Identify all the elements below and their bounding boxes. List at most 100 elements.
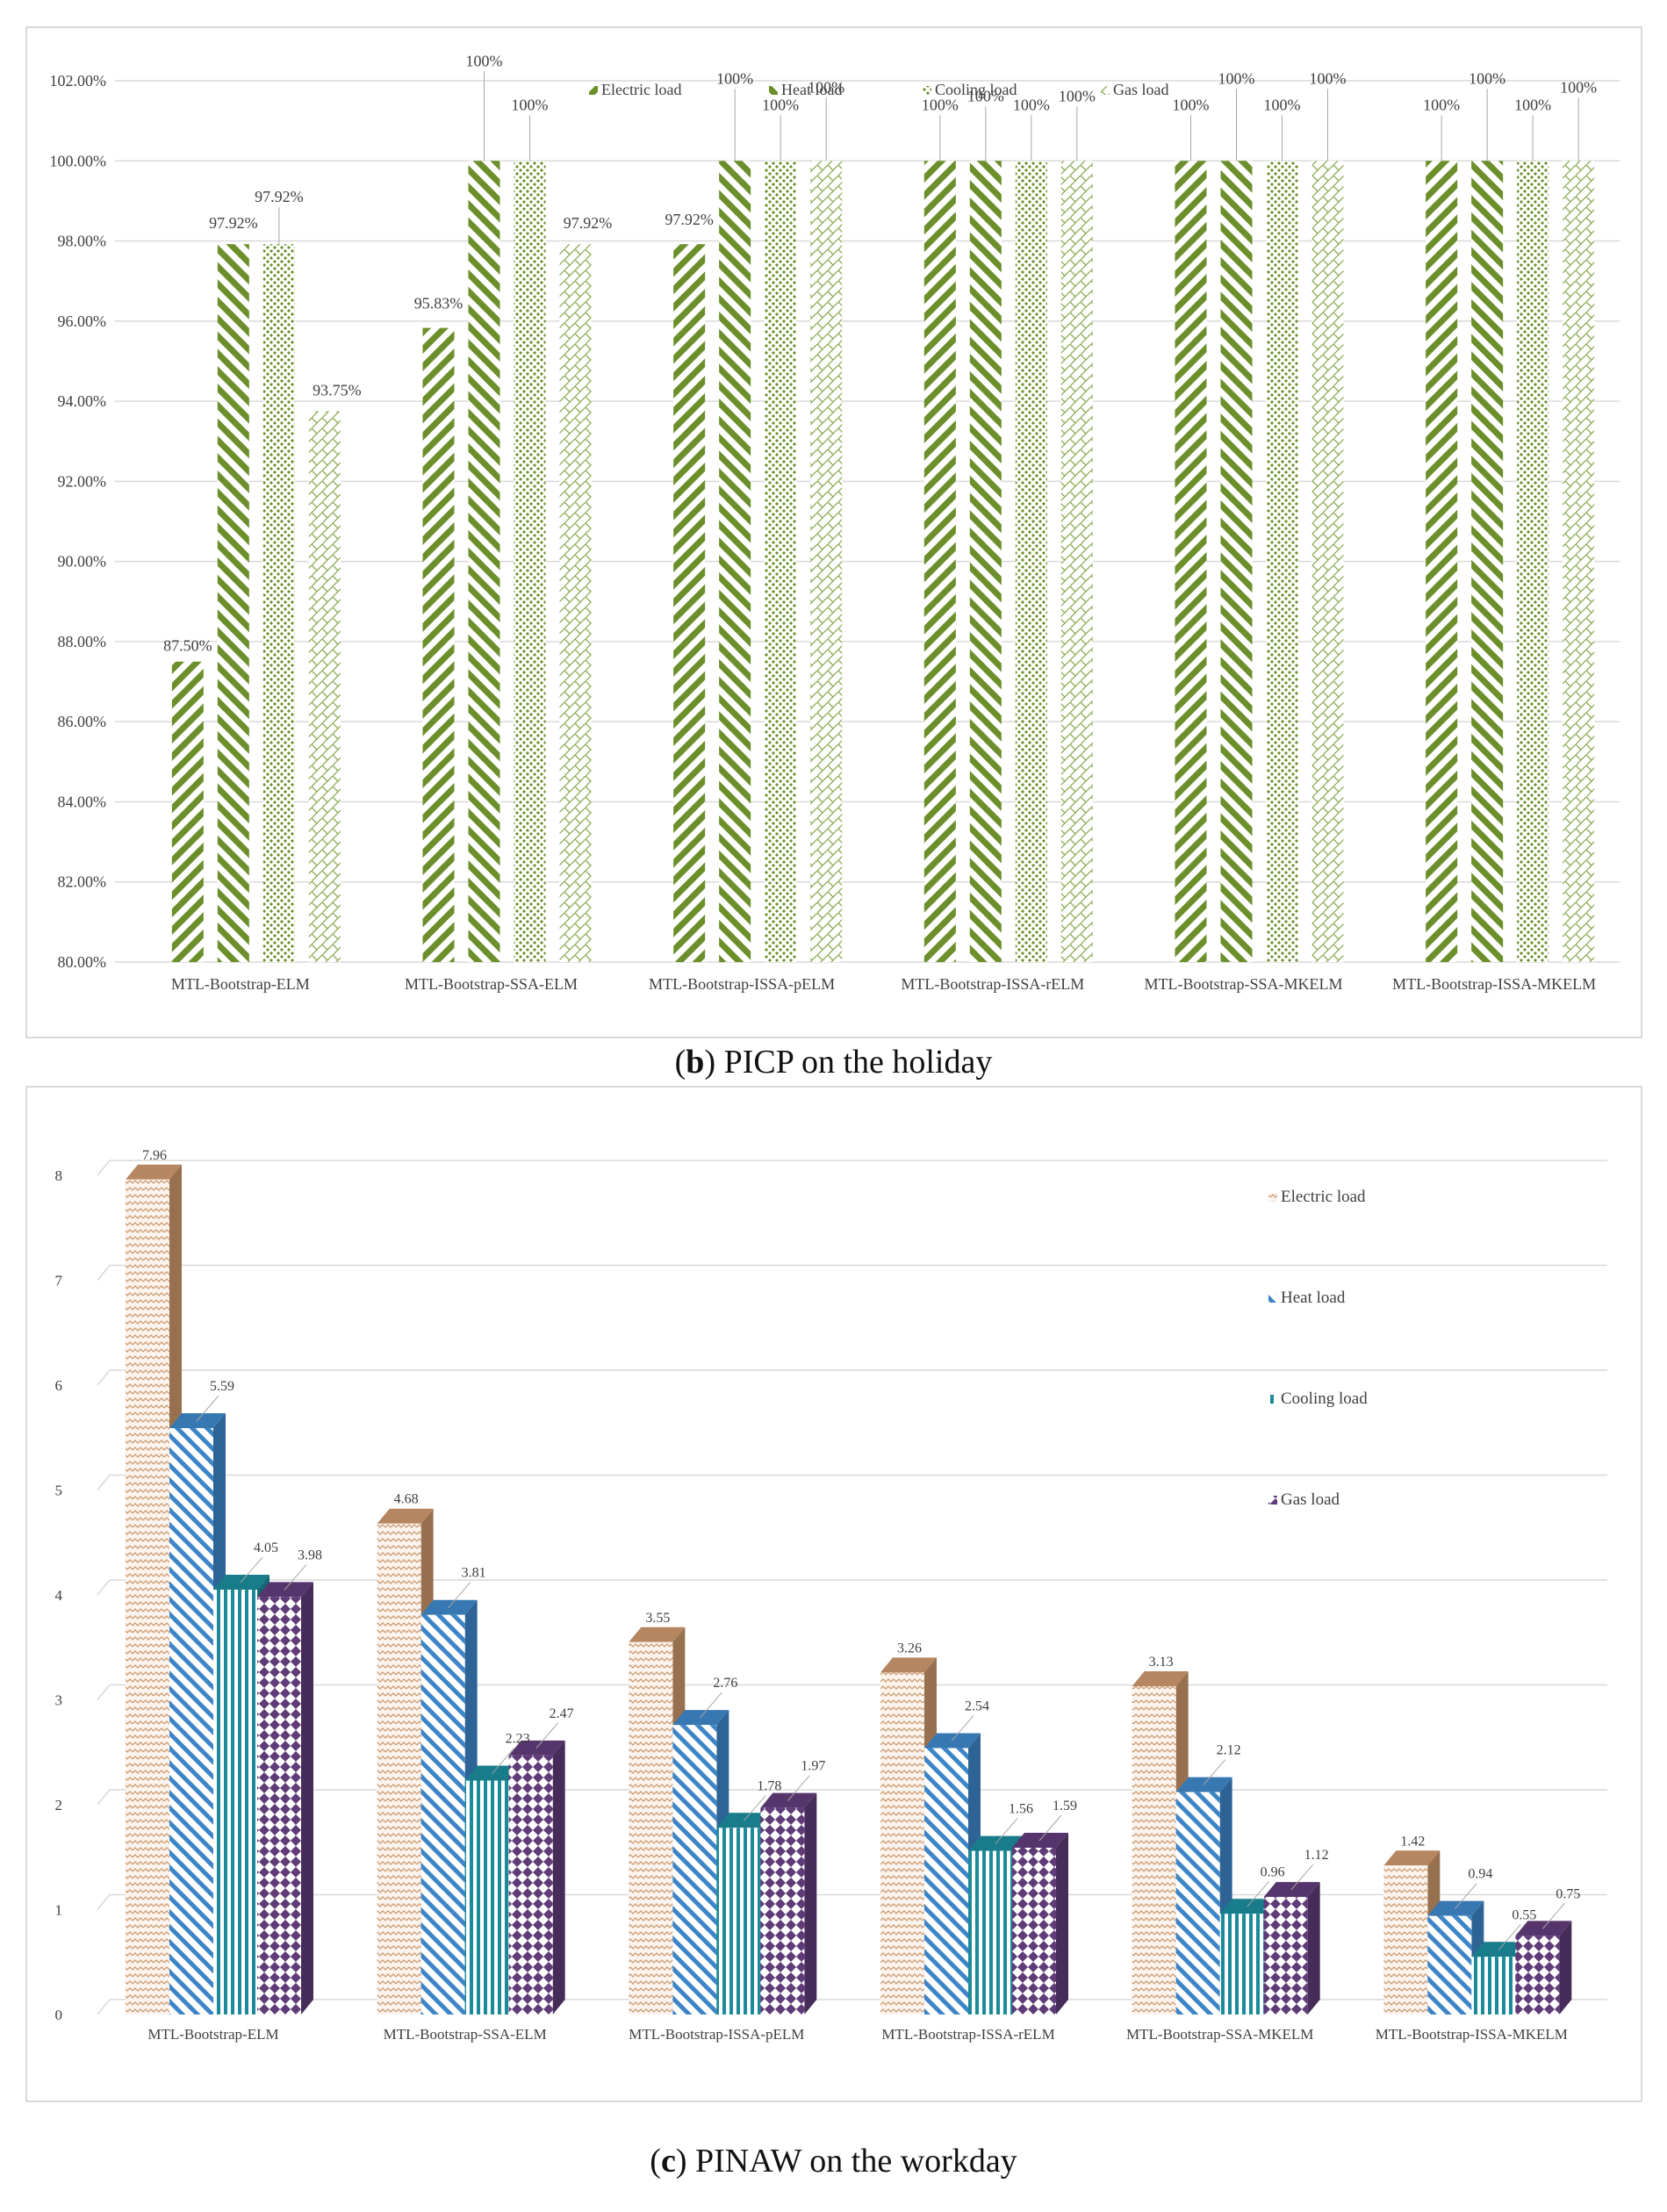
cooling-load-legend-label: Cooling load: [935, 81, 1017, 98]
x-axis-categories: MTL-Bootstrap-ELM MTL-Bootstrap-SSA-ELM MT…: [147, 2026, 1567, 2043]
y-tick-label: 100.00%: [50, 152, 107, 169]
data-label: 3.13: [1149, 1655, 1174, 1670]
y-tick-label: 88.00%: [58, 633, 107, 650]
gridline-depth: [97, 1160, 111, 1176]
gridline-depth: [97, 1894, 111, 1910]
y-tick-label: 102.00%: [50, 72, 107, 90]
data-label: 100%: [512, 96, 549, 113]
leader-line: [240, 1556, 263, 1584]
data-label: 97.92%: [564, 214, 613, 232]
bar-electric-load-mtl-bootstrap-issa-pelm: [673, 244, 706, 962]
data-label: 100%: [1560, 78, 1597, 96]
heat-load-legend-swatch: [1268, 1294, 1277, 1303]
y-tick-label: 7: [55, 1273, 63, 1289]
x-category-label: MTL-Bootstrap-ISSA-rELM: [881, 2026, 1054, 2043]
data-label: 3.26: [897, 1641, 922, 1655]
leader-line: [284, 1564, 307, 1591]
data-label: 100%: [1423, 96, 1460, 113]
data-labels: 7.96 5.59 4.05 3.98 4.68 3.81 2.23 2.47 3.55 2.76…: [142, 1148, 1580, 1950]
y-tick-label: 98.00%: [58, 233, 107, 250]
data-label: 2.47: [550, 1706, 574, 1721]
data-label: 95.83%: [414, 295, 463, 312]
bar-heat-load-mtl-bootstrap-elm: [169, 1412, 226, 2014]
data-label: 3.55: [645, 1611, 670, 1626]
data-label: 3.98: [298, 1548, 322, 1562]
x-category-label: MTL-Bootstrap-ISSA-MKELM: [1392, 975, 1596, 993]
bar-cooling-load-mtl-bootstrap-ssa-mkelm: [1266, 161, 1298, 963]
bar-cooling-load-mtl-bootstrap-elm: [262, 244, 295, 962]
bar-heat-load-mtl-bootstrap-ssa-mkelm: [1220, 161, 1253, 963]
data-label: 100%: [967, 87, 1004, 104]
bar-gas-load-mtl-bootstrap-ssa-elm: [508, 1740, 565, 2014]
data-label: 2.54: [965, 1698, 989, 1713]
data-label: 1.78: [757, 1778, 781, 1793]
y-tick-label: 94.00%: [58, 392, 107, 410]
data-label: 5.59: [210, 1379, 234, 1394]
bar-gas-load-mtl-bootstrap-issa-mkelm: [1515, 1921, 1572, 2014]
leader-line: [1038, 1814, 1062, 1842]
y-tick-label: 96.00%: [58, 312, 107, 330]
x-category-label: MTL-Bootstrap-ELM: [147, 2026, 278, 2043]
leader-line: [743, 1794, 766, 1821]
data-label: 100%: [1013, 96, 1050, 113]
cooling-load-legend-swatch: [1268, 1395, 1277, 1404]
leader-line: [1290, 1864, 1314, 1891]
bar-gas-load-mtl-bootstrap-ssa-mkelm: [1311, 161, 1344, 963]
gas-load-legend-swatch: [1268, 1496, 1277, 1505]
leader-line: [995, 1818, 1018, 1844]
x-category-label: MTL-Bootstrap-ISSA-rELM: [901, 975, 1084, 993]
bar-gas-load-mtl-bootstrap-elm: [257, 1582, 313, 2014]
bar-electric-load-mtl-bootstrap-ssa-mkelm: [1175, 161, 1207, 963]
caption-b: (b) PICP on the holiday: [674, 1044, 993, 1081]
leader-line: [699, 1691, 722, 1719]
data-label: 4.68: [394, 1492, 419, 1507]
data-label: 1.97: [801, 1759, 825, 1774]
y-tick-label: 90.00%: [58, 553, 107, 571]
bar-gas-load-mtl-bootstrap-issa-mkelm: [1563, 161, 1595, 963]
electric-load-legend-label: Electric load: [601, 81, 681, 98]
data-label: 0.75: [1556, 1886, 1580, 1901]
gridline-depth: [97, 1789, 111, 1806]
leader-line: [787, 1775, 810, 1801]
x-category-label: MTL-Bootstrap-SSA-MKELM: [1126, 2026, 1313, 2043]
gas-load-legend-label: Gas load: [1281, 1490, 1340, 1509]
y-tick-label: 8: [55, 1167, 63, 1184]
y-tick-label: 4: [55, 1587, 63, 1604]
leader-line: [1203, 1759, 1226, 1785]
data-label: 100%: [1310, 69, 1347, 87]
bar-cooling-load-mtl-bootstrap-elm: [213, 1575, 269, 2014]
x-category-label: MTL-Bootstrap-ISSA-pELM: [649, 975, 835, 993]
y-tick-label: 3: [55, 1692, 63, 1709]
bar-electric-load-mtl-bootstrap-elm: [171, 661, 204, 962]
cooling-load-legend-label: Cooling load: [1281, 1390, 1368, 1408]
y-tick-label: 5: [55, 1483, 63, 1499]
electric-load-legend-swatch: [1268, 1193, 1277, 1202]
x-category-label: MTL-Bootstrap-ISSA-pELM: [629, 2026, 804, 2043]
data-label: 93.75%: [313, 382, 362, 399]
heat-load-legend-label: Heat load: [781, 81, 842, 98]
y-tick-label: 86.00%: [58, 713, 107, 730]
data-label: 100%: [1514, 96, 1551, 113]
data-label: 2.12: [1217, 1743, 1241, 1758]
legend: Electric load Heat load Cooling load Gas lo…: [1268, 1188, 1368, 1509]
y-gridlines: [97, 1160, 1607, 2015]
y-tick-label: 92.00%: [58, 472, 107, 490]
legend: Electric load Heat load Cooling load Gas lo…: [589, 81, 1168, 98]
bar-heat-load-mtl-bootstrap-elm: [217, 244, 249, 962]
y-tick-label: 0: [55, 2007, 63, 2023]
bar-heat-load-mtl-bootstrap-ssa-elm: [468, 161, 500, 963]
x-category-label: MTL-Bootstrap-SSA-ELM: [405, 975, 578, 993]
bar-heat-load-mtl-bootstrap-issa-mkelm: [1427, 1900, 1484, 2014]
picp-holiday-chart: 80.00% 82.00% 84.00% 86.00% 88.00% 90.00% 92.0…: [50, 52, 1620, 993]
x-category-label: MTL-Bootstrap-ISSA-MKELM: [1376, 2026, 1568, 2043]
data-label: 100%: [1469, 69, 1505, 87]
leader-line: [448, 1582, 471, 1609]
y-tick-label: 80.00%: [58, 953, 107, 971]
gas-load-legend-label: Gas load: [1113, 81, 1168, 98]
data-label: 100%: [716, 69, 753, 87]
x-category-label: MTL-Bootstrap-ELM: [171, 975, 310, 993]
bar-cooling-load-mtl-bootstrap-issa-mkelm: [1517, 161, 1549, 963]
y-tick-label: 2: [55, 1797, 63, 1813]
leader-line: [951, 1715, 974, 1742]
data-label: 4.05: [254, 1540, 278, 1555]
